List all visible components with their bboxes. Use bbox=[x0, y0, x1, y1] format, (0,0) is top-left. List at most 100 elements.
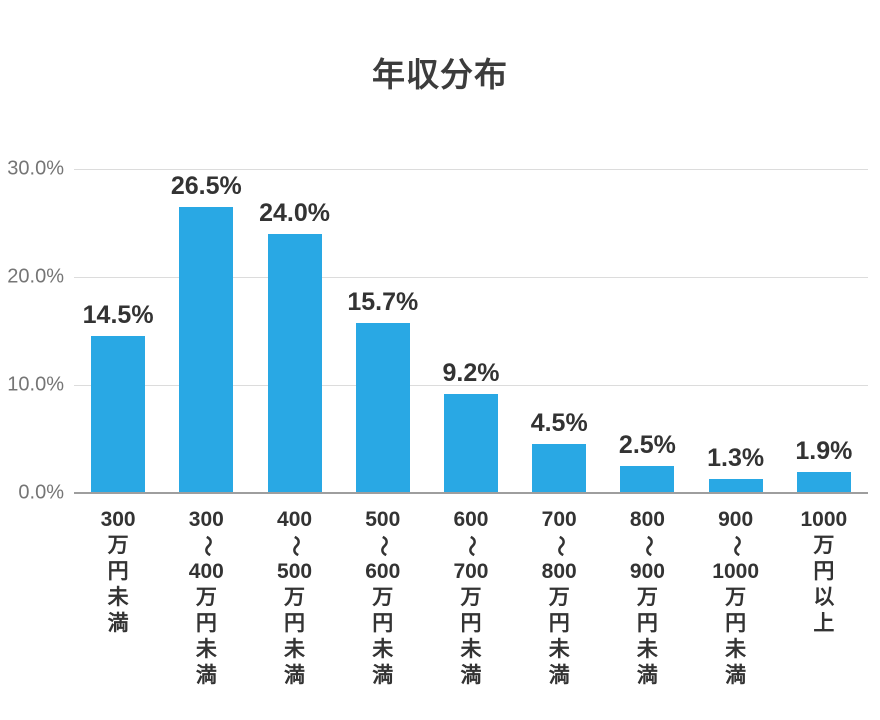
x-label-line: 万 bbox=[460, 586, 482, 609]
x-label-line: 満 bbox=[636, 664, 658, 687]
x-label-line: 〜 bbox=[459, 535, 483, 557]
gridline bbox=[74, 385, 868, 386]
bar bbox=[796, 472, 851, 493]
bar bbox=[708, 478, 763, 493]
x-category-label: 300 〜 400 万円未満 bbox=[162, 507, 250, 689]
bar-cell: 1.3% bbox=[692, 169, 780, 493]
x-label-line: 未 bbox=[725, 638, 747, 661]
x-label-line: 満 bbox=[107, 612, 129, 635]
x-label-line: 円 bbox=[460, 612, 482, 635]
bar-value-label: 1.9% bbox=[795, 437, 853, 466]
gridline bbox=[74, 169, 868, 170]
bar bbox=[91, 336, 146, 493]
x-label-line: 1000 bbox=[712, 560, 759, 583]
x-label-line: 未 bbox=[195, 638, 217, 661]
x-label-line: 700 bbox=[541, 508, 577, 531]
bar-series: 14.5% 26.5% 24.0% 15.7% 9.2% 4.5% 2.5% 1.3% 1.9% bbox=[74, 169, 868, 493]
x-label-line: 満 bbox=[548, 664, 570, 687]
y-tick-label: 0.0% bbox=[18, 481, 64, 504]
x-label-line: 円 bbox=[195, 612, 217, 635]
x-category-label: 300 万円未満 bbox=[74, 507, 162, 637]
x-label-line: 円 bbox=[107, 560, 129, 583]
x-label-line: 〜 bbox=[724, 535, 748, 557]
bar-cell: 14.5% bbox=[74, 169, 162, 493]
x-label-line: 800 bbox=[629, 508, 665, 531]
x-label-line: 1000 bbox=[800, 508, 848, 531]
bar-value-label: 2.5% bbox=[618, 431, 676, 459]
x-label-line: 〜 bbox=[548, 535, 572, 557]
bar-cell: 2.5% bbox=[603, 169, 691, 493]
x-label-line: 未 bbox=[107, 586, 129, 609]
bar-value-label: 9.2% bbox=[442, 358, 500, 387]
x-label-line: 円 bbox=[725, 612, 747, 635]
x-label-line: 300 bbox=[188, 508, 224, 531]
x-label-line: 円 bbox=[813, 560, 835, 583]
x-label-line: 万 bbox=[284, 586, 306, 609]
x-label-line: 万 bbox=[107, 534, 129, 557]
bar-value-label: 14.5% bbox=[82, 301, 154, 330]
x-label-line: 900 bbox=[629, 560, 665, 583]
x-label-line: 500 bbox=[365, 508, 401, 531]
x-label-line: 未 bbox=[372, 638, 394, 661]
bar-value-label: 15.7% bbox=[347, 288, 419, 317]
x-label-line: 万 bbox=[725, 586, 747, 609]
x-label-line: 円 bbox=[548, 612, 570, 635]
gridline bbox=[74, 277, 868, 278]
x-label-line: 300 bbox=[100, 508, 136, 531]
bar bbox=[267, 233, 322, 493]
x-label-line: 600 bbox=[365, 560, 401, 583]
x-label-line: 満 bbox=[195, 664, 217, 687]
x-category-label: 800 〜 900 万円未満 bbox=[603, 507, 691, 689]
x-label-line: 上 bbox=[813, 612, 835, 635]
x-label-line: 満 bbox=[284, 664, 306, 687]
x-label-line: 円 bbox=[636, 612, 658, 635]
x-label-line: 万 bbox=[548, 586, 570, 609]
x-label-line: 400 bbox=[277, 508, 313, 531]
bar-value-label: 26.5% bbox=[170, 171, 242, 200]
x-label-line: 満 bbox=[372, 664, 394, 687]
x-category-label: 600 〜 700 万円未満 bbox=[427, 507, 515, 689]
x-label-line: 円 bbox=[284, 612, 306, 635]
x-label-line: 400 bbox=[188, 560, 224, 583]
bar-cell: 24.0% bbox=[250, 169, 338, 493]
x-label-line: 未 bbox=[460, 638, 482, 661]
bar-cell: 1.9% bbox=[780, 169, 868, 493]
x-label-line: 〜 bbox=[371, 535, 395, 557]
x-label-line: 500 bbox=[277, 560, 313, 583]
bar bbox=[532, 444, 587, 493]
x-category-label: 900 〜 1000 万円未満 bbox=[692, 507, 780, 689]
x-label-line: 未 bbox=[548, 638, 570, 661]
bar-cell: 9.2% bbox=[427, 169, 515, 493]
bar-cell: 15.7% bbox=[339, 169, 427, 493]
plot-area: 14.5% 26.5% 24.0% 15.7% 9.2% 4.5% 2.5% 1.3% 1.9% bbox=[74, 169, 868, 494]
x-label-line: 〜 bbox=[195, 535, 219, 557]
x-label-line: 万 bbox=[372, 586, 394, 609]
x-label-line: 900 bbox=[718, 508, 754, 531]
y-tick-label: 20.0% bbox=[7, 265, 64, 288]
y-tick-label: 30.0% bbox=[7, 157, 64, 180]
x-category-label: 500 〜 600 万円未満 bbox=[339, 507, 427, 689]
x-label-line: 万 bbox=[195, 586, 217, 609]
bar-value-label: 24.0% bbox=[259, 198, 330, 227]
y-tick-label: 10.0% bbox=[7, 373, 64, 396]
x-label-line: 未 bbox=[636, 638, 658, 661]
x-axis-line bbox=[74, 492, 868, 494]
bar bbox=[355, 323, 410, 493]
x-label-line: 未 bbox=[284, 638, 306, 661]
x-label-line: 〜 bbox=[636, 535, 660, 557]
x-label-line: 700 bbox=[453, 560, 489, 583]
y-axis: 30.0% 20.0% 10.0% 0.0% bbox=[0, 158, 64, 504]
bar bbox=[443, 393, 498, 493]
x-category-label: 700 〜 800 万円未満 bbox=[515, 507, 603, 689]
x-axis-labels: 300 万円未満 300 〜 400 万円未満 400 〜 500 万円未満 500 〜 600 万円未満… bbox=[74, 507, 868, 689]
x-label-line: 万 bbox=[636, 586, 658, 609]
bar-value-label: 4.5% bbox=[530, 409, 588, 438]
x-label-line: 800 bbox=[541, 560, 577, 583]
x-label-line: 満 bbox=[725, 664, 747, 687]
x-label-line: 万 bbox=[813, 534, 835, 557]
bar bbox=[179, 206, 234, 493]
x-category-label: 1000 万円以上 bbox=[780, 507, 868, 637]
x-label-line: 満 bbox=[460, 664, 482, 687]
bar bbox=[620, 466, 675, 493]
bar-cell: 26.5% bbox=[162, 169, 250, 493]
